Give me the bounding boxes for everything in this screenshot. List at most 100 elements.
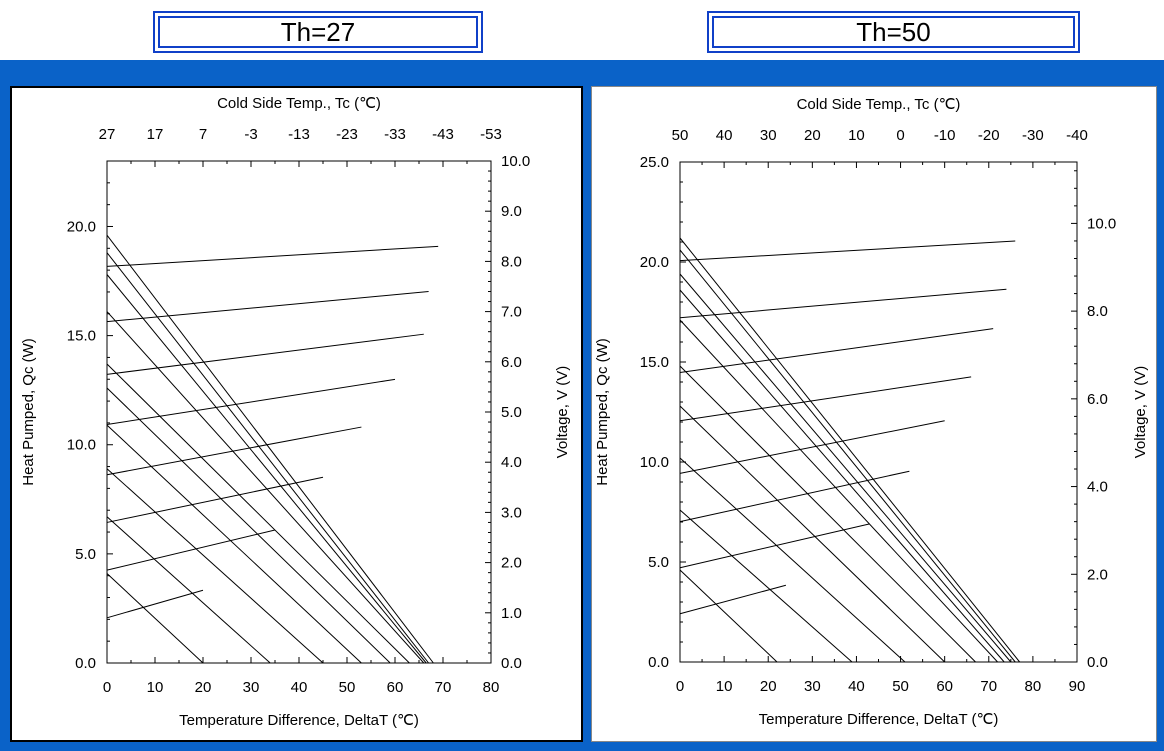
qc-line <box>106 311 425 664</box>
y2-tick-label: 3.0 <box>501 504 522 521</box>
x-tick-label: 20 <box>760 678 777 695</box>
voltage-line <box>106 476 324 523</box>
voltage-line <box>106 529 276 571</box>
x2-tick-label: -23 <box>336 126 358 143</box>
y2-tick-label: 4.0 <box>1087 479 1108 496</box>
y-tick-label: 20.0 <box>67 218 96 235</box>
voltage-line <box>106 378 396 426</box>
x-tick-label: 10 <box>147 679 164 696</box>
x2-tick-label: 50 <box>672 127 689 144</box>
qc-line <box>679 237 1021 663</box>
tab-th27-label: Th=27 <box>158 16 478 48</box>
x2-tick-label: -30 <box>1022 127 1044 144</box>
x-axis-title: Temperature Difference, DeltaT (℃) <box>179 712 419 729</box>
qc-line <box>679 405 946 663</box>
x2-tick-label: 17 <box>147 126 164 143</box>
voltage-line <box>679 420 945 474</box>
x2-tick-label: -43 <box>432 126 454 143</box>
x-tick-label: 0 <box>103 679 111 696</box>
qc-line <box>679 249 1016 663</box>
x2-axis-title: Cold Side Temp., Tc (℃) <box>217 95 381 112</box>
x-tick-label: 30 <box>243 679 260 696</box>
x-tick-label: 0 <box>676 678 684 695</box>
qc-line <box>679 569 778 663</box>
x-tick-label: 20 <box>195 679 212 696</box>
qc-line <box>106 424 362 664</box>
y2-tick-label: 10.0 <box>1087 215 1116 232</box>
qc-line <box>679 457 906 663</box>
x-tick-label: 40 <box>291 679 308 696</box>
x-tick-label: 90 <box>1069 678 1086 695</box>
x-tick-label: 60 <box>387 679 404 696</box>
y-tick-label: 15.0 <box>640 354 669 371</box>
voltage-line <box>106 333 424 375</box>
x-tick-label: 70 <box>435 679 452 696</box>
y-tick-label: 15.0 <box>67 328 96 345</box>
x-tick-label: 40 <box>848 678 865 695</box>
x2-tick-label: 7 <box>199 126 207 143</box>
x2-tick-label: -33 <box>384 126 406 143</box>
x2-tick-label: -40 <box>1066 127 1088 144</box>
y2-axis-title: Voltage, V (V) <box>1132 366 1149 459</box>
qc-line <box>106 468 324 664</box>
chart-panel-th50: 0 10 20 30 40 50 60 70 80 90 50 40 30 20 10 0 -10 -20 -30 -… <box>591 86 1157 742</box>
x-tick-label: 70 <box>980 678 997 695</box>
y-tick-label: 10.0 <box>67 437 96 454</box>
x2-tick-label: 10 <box>848 127 865 144</box>
y2-tick-label: 4.0 <box>501 454 522 471</box>
tab-th27[interactable]: Th=27 <box>153 11 483 53</box>
y2-tick-label: 1.0 <box>501 605 522 622</box>
x2-tick-label: -53 <box>480 126 502 143</box>
voltage-line <box>679 240 1016 262</box>
voltage-line <box>106 589 204 619</box>
chart-panel-th27: 0 10 20 30 40 50 60 70 80 27 17 7 -3 -13 -23 -33 -43 -53 0… <box>10 86 583 742</box>
x2-tick-label: 0 <box>896 127 904 144</box>
x2-tick-label: 40 <box>716 127 733 144</box>
tab-th50[interactable]: Th=50 <box>707 11 1080 53</box>
x2-tick-label: 30 <box>760 127 777 144</box>
y2-tick-label: 10.0 <box>501 153 530 170</box>
qc-line <box>679 273 1012 663</box>
y-axis-title: Heat Pumped, Qc (W) <box>20 338 37 486</box>
plot-frame <box>106 160 492 664</box>
x2-tick-label: -13 <box>288 126 310 143</box>
y2-tick-label: 2.0 <box>1087 566 1108 583</box>
y2-tick-label: 8.0 <box>1087 303 1108 320</box>
qc-line <box>679 289 1005 663</box>
x2-tick-label: -3 <box>244 126 257 143</box>
voltage-line <box>106 426 362 476</box>
x2-axis-title: Cold Side Temp., Tc (℃) <box>797 96 961 113</box>
x2-tick-label: -10 <box>934 127 956 144</box>
x-tick-label: 80 <box>1025 678 1042 695</box>
y2-tick-label: 9.0 <box>501 203 522 220</box>
y-tick-label: 0.0 <box>75 655 96 672</box>
qc-line <box>106 573 204 664</box>
y2-tick-label: 0.0 <box>501 655 522 672</box>
x2-tick-label: 27 <box>99 126 116 143</box>
x-tick-label: 80 <box>483 679 500 696</box>
chart-th50: 0 10 20 30 40 50 60 70 80 90 50 40 30 20 10 0 -10 -20 -30 -… <box>594 96 1149 728</box>
qc-line <box>106 516 271 664</box>
voltage-line <box>679 376 972 422</box>
x-tick-label: 50 <box>892 678 909 695</box>
qc-line <box>106 274 427 664</box>
qc-line <box>106 387 391 664</box>
qc-line <box>679 365 976 663</box>
qc-line <box>106 234 434 664</box>
voltage-line <box>679 584 786 615</box>
x-tick-label: 50 <box>339 679 356 696</box>
y-tick-label: 25.0 <box>640 154 669 171</box>
x-axis-title: Temperature Difference, DeltaT (℃) <box>759 711 999 728</box>
voltage-line <box>679 470 910 523</box>
tab-th50-label: Th=50 <box>712 16 1075 48</box>
y2-tick-label: 0.0 <box>1087 654 1108 671</box>
y2-tick-label: 2.0 <box>501 555 522 572</box>
y2-tick-label: 5.0 <box>501 404 522 421</box>
x-tick-label: 60 <box>936 678 953 695</box>
y-tick-label: 20.0 <box>640 254 669 271</box>
y2-tick-label: 8.0 <box>501 253 522 270</box>
y2-tick-label: 6.0 <box>1087 391 1108 408</box>
y2-axis-title: Voltage, V (V) <box>554 366 571 459</box>
x2-tick-label: -20 <box>978 127 1000 144</box>
voltage-line <box>106 291 429 323</box>
